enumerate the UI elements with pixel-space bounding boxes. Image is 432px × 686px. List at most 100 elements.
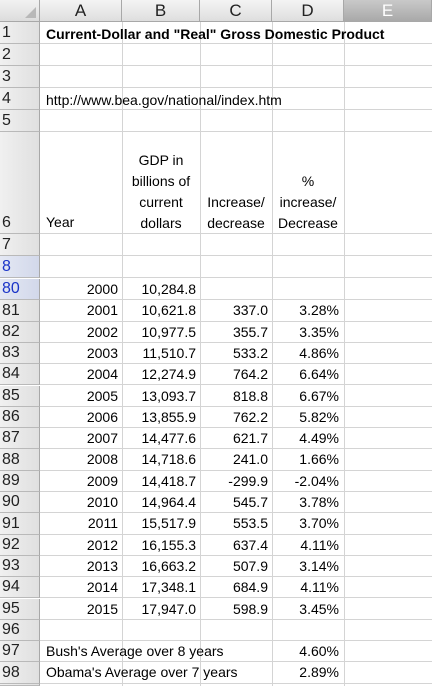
cell-gdp[interactable]: 10,977.5 [141,323,197,340]
column-header-d[interactable]: D [272,0,344,22]
source-url[interactable]: http://www.bea.gov/national/index.htm [46,92,282,108]
cell-gdp[interactable]: 17,348.1 [141,579,197,596]
cell-pct-change[interactable]: 6.64% [299,366,339,383]
cell-year[interactable]: 2011 [87,515,118,532]
row-header[interactable]: 6 [0,132,40,234]
cell-change[interactable]: 762.2 [232,408,268,425]
cell-average-label[interactable]: Bush's Average over 8 years [46,643,224,660]
cell-year[interactable]: 2005 [86,387,118,404]
cell-change[interactable]: 337.0 [232,302,268,319]
row-header[interactable]: 98 [0,662,40,684]
cell-pct-change[interactable]: 6.67% [299,387,339,404]
row-header[interactable]: 1 [0,22,40,44]
row-header[interactable]: 90 [0,492,40,514]
cell-year[interactable]: 2012 [86,536,118,553]
cell-gdp[interactable]: 15,517.9 [141,515,197,532]
row-header[interactable]: 81 [0,300,40,322]
cell-pct-change[interactable]: 3.45% [299,600,339,617]
cell-year[interactable]: 2007 [86,430,118,447]
row-header[interactable]: 97 [0,641,40,663]
column-header-a[interactable]: A [40,0,122,22]
cell-gdp[interactable]: 14,477.6 [141,430,197,447]
row-header[interactable]: 89 [0,470,40,492]
cell-gdp[interactable]: 16,155.3 [141,536,197,553]
row-header[interactable]: 82 [0,321,40,343]
row-header[interactable]: 5 [0,110,40,132]
row-header[interactable]: 3 [0,66,40,88]
cell-year[interactable]: 2010 [86,494,118,510]
cell-gdp[interactable]: 11,510.7 [142,344,196,361]
column-header-c[interactable]: C [200,0,272,22]
cell-pct-change[interactable]: 4.11% [300,579,339,596]
cell-gdp[interactable]: 16,663.2 [141,557,197,574]
row-header[interactable]: 94 [0,577,40,599]
header-year[interactable]: Year [46,214,75,230]
sheet-title[interactable]: Current-Dollar and "Real" Gross Domestic… [46,26,385,42]
row-header[interactable]: 92 [0,534,40,556]
cell-pct-change[interactable]: 3.70% [299,515,339,532]
column-header-e[interactable]: E [344,0,432,22]
cell-year[interactable]: 2004 [86,366,118,383]
cell-change[interactable]: 637.4 [232,536,268,553]
cell-average-label[interactable]: Obama's Average over 7 years [46,664,238,681]
cell-change[interactable]: -299.9 [228,472,268,489]
column-header-b[interactable]: B [122,0,200,22]
row-header[interactable]: 7 [0,234,40,256]
cell-change[interactable]: 818.8 [232,387,268,404]
row-header[interactable]: 88 [0,449,40,471]
cell-pct-change[interactable]: 3.78% [299,494,339,510]
row-header[interactable]: 86 [0,406,40,429]
row-header[interactable]: 83 [0,342,40,365]
cell-change[interactable]: 545.7 [232,494,268,510]
cell-change[interactable]: 241.0 [232,451,268,468]
cell-gdp[interactable]: 12,274.9 [141,366,197,383]
cell-gdp[interactable]: 10,621.8 [141,302,197,319]
row-header[interactable]: 95 [0,598,40,620]
cell-pct-change[interactable]: 3.35% [299,323,339,340]
cell-year[interactable]: 2001 [86,302,118,319]
cell-year[interactable]: 2014 [86,579,118,596]
cell-year[interactable]: 2002 [86,323,118,340]
header-gdp[interactable]: GDP in billions of current dollars [122,150,200,234]
cell-year[interactable]: 2006 [86,408,118,425]
cell-year[interactable]: 2015 [86,600,118,617]
cell-pct-change[interactable]: 4.49% [299,430,339,447]
row-header[interactable]: 85 [0,385,40,407]
row-header[interactable]: 87 [0,428,40,450]
row-header[interactable]: 4 [0,88,40,110]
cell-gdp[interactable]: 14,718.6 [141,451,197,468]
cell-change[interactable]: 684.9 [232,579,268,596]
row-header[interactable]: 2 [0,44,40,66]
cell-change[interactable]: 553.5 [232,515,268,532]
cell-change[interactable]: 598.9 [232,600,268,617]
cell-change[interactable]: 533.2 [232,344,268,361]
cell-pct-change[interactable]: -2.04% [294,472,339,489]
cell-pct-change[interactable]: 5.82% [299,408,339,425]
cell-year[interactable]: 2008 [86,451,118,468]
cell-pct-change[interactable]: 3.28% [299,302,339,319]
cell-pct-change[interactable]: 1.66% [299,451,339,468]
cell-gdp[interactable]: 10,284.8 [141,281,197,297]
header-pct-change[interactable]: % increase/ Decrease [272,171,344,234]
cell-change[interactable]: 355.7 [232,323,268,340]
cell-gdp[interactable]: 14,964.4 [141,494,197,510]
row-header[interactable]: 84 [0,364,40,386]
cell-year[interactable]: 2000 [86,281,118,297]
cell-pct-change[interactable]: 3.14% [299,557,339,574]
cell-gdp[interactable]: 14,418.7 [141,472,197,489]
cell-average-value[interactable]: 2.89% [299,664,339,681]
cell-change[interactable]: 764.2 [232,366,268,383]
cell-gdp[interactable]: 13,855.9 [141,408,197,425]
row-header[interactable]: 91 [0,513,40,535]
cell-gdp[interactable]: 13,093.7 [141,387,197,404]
cell-year[interactable]: 2013 [86,557,118,574]
select-all-corner[interactable] [0,0,40,22]
row-header[interactable]: 96 [0,619,40,642]
cell-average-value[interactable]: 4.60% [299,643,339,660]
cell-pct-change[interactable]: 4.86% [299,344,339,361]
cell-change[interactable]: 507.9 [232,557,268,574]
row-header[interactable]: 93 [0,555,40,578]
row-header-selected[interactable]: 8 [0,256,40,278]
row-header-selected[interactable]: 80 [0,279,40,301]
cell-change[interactable]: 621.7 [232,430,268,447]
